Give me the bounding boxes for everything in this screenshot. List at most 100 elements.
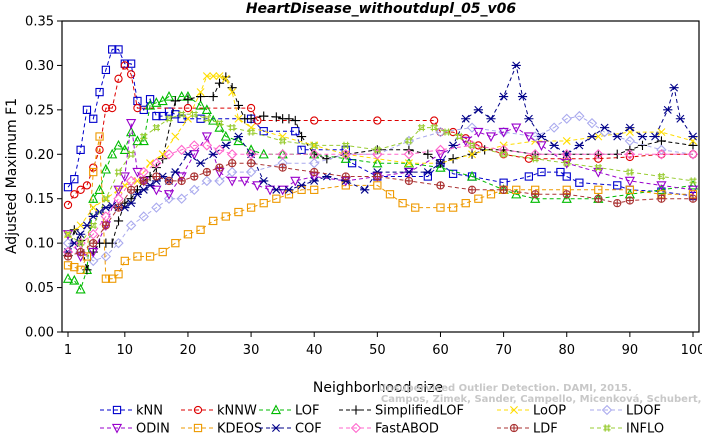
data-point bbox=[183, 94, 193, 104]
legend-label: SimplifiedLOF bbox=[375, 404, 464, 419]
data-point bbox=[190, 110, 198, 118]
data-point bbox=[310, 185, 319, 194]
series-line bbox=[67, 144, 693, 253]
legend-swatch-marker bbox=[351, 405, 361, 415]
data-point bbox=[75, 283, 86, 294]
data-point bbox=[259, 176, 269, 185]
data-point bbox=[423, 168, 433, 177]
data-point bbox=[296, 131, 307, 142]
data-point bbox=[511, 61, 521, 70]
data-point bbox=[574, 141, 584, 150]
legend-item-fastabod: FastABOD bbox=[339, 422, 439, 434]
legend-label: FastABOD bbox=[375, 422, 439, 434]
data-point bbox=[233, 132, 244, 141]
data-point bbox=[196, 88, 205, 97]
data-point bbox=[411, 203, 420, 212]
data-point bbox=[171, 132, 180, 141]
plot-frame bbox=[61, 20, 700, 333]
data-point bbox=[120, 256, 129, 266]
data-point bbox=[158, 150, 167, 159]
data-point bbox=[637, 140, 648, 150]
data-point bbox=[474, 194, 483, 203]
data-point bbox=[373, 146, 381, 154]
data-point bbox=[76, 265, 85, 274]
chart-title: HeartDisease_withoutdupl_05_v06 bbox=[246, 1, 517, 17]
data-point bbox=[403, 149, 415, 160]
data-point bbox=[64, 230, 72, 239]
data-point bbox=[183, 103, 193, 113]
data-point bbox=[436, 181, 445, 190]
data-point bbox=[158, 111, 167, 121]
data-point bbox=[125, 220, 137, 231]
data-point bbox=[178, 110, 186, 118]
data-point bbox=[63, 252, 73, 261]
data-point bbox=[145, 252, 155, 261]
data-point bbox=[435, 150, 446, 160]
data-point bbox=[227, 83, 237, 93]
data-point bbox=[183, 114, 192, 123]
legend-swatch-marker bbox=[350, 422, 362, 434]
data-point bbox=[404, 168, 414, 177]
legend-item-lof: LOF bbox=[259, 404, 320, 419]
data-point bbox=[467, 185, 477, 194]
data-point bbox=[448, 203, 458, 212]
legend-swatch-marker bbox=[271, 424, 281, 432]
data-point bbox=[531, 155, 539, 163]
data-point bbox=[119, 172, 130, 183]
legend-item-cof: COF bbox=[259, 422, 322, 434]
data-point bbox=[625, 196, 635, 205]
data-point bbox=[63, 200, 73, 210]
data-point bbox=[468, 141, 476, 149]
legend-item-ldof: LDOF bbox=[590, 404, 661, 419]
data-point bbox=[272, 194, 281, 203]
data-point bbox=[626, 168, 634, 176]
data-point bbox=[669, 83, 679, 92]
data-point bbox=[138, 166, 149, 178]
legend-item-simplifiedlof: SimplifiedLOF bbox=[339, 404, 464, 419]
data-point bbox=[417, 124, 426, 132]
data-point bbox=[209, 72, 218, 81]
data-point bbox=[537, 167, 546, 177]
data-point bbox=[297, 185, 306, 194]
data-point bbox=[594, 194, 603, 203]
y-tick-label: 0.35 bbox=[25, 15, 54, 30]
x-axis-title: Neighborhood size bbox=[313, 380, 443, 396]
data-point bbox=[70, 262, 79, 272]
data-point bbox=[215, 72, 224, 81]
data-point bbox=[461, 114, 471, 123]
data-point bbox=[221, 74, 230, 83]
data-point bbox=[209, 216, 218, 226]
data-point bbox=[139, 176, 148, 186]
data-point bbox=[95, 145, 104, 154]
data-point bbox=[360, 185, 370, 194]
data-point bbox=[500, 150, 508, 158]
data-point bbox=[114, 168, 123, 176]
data-point bbox=[675, 114, 685, 123]
data-point bbox=[114, 270, 123, 279]
data-point bbox=[201, 132, 212, 143]
data-point bbox=[398, 199, 407, 208]
legend-label: LoOP bbox=[533, 404, 566, 419]
data-point bbox=[152, 172, 161, 181]
data-point bbox=[202, 72, 211, 81]
data-point bbox=[404, 159, 413, 168]
x-tick-label: 40 bbox=[306, 343, 323, 358]
data-point bbox=[511, 123, 522, 134]
data-point bbox=[195, 99, 206, 110]
y-tick-label: 0.30 bbox=[25, 59, 54, 74]
legend-swatch-marker bbox=[510, 406, 518, 414]
data-point bbox=[430, 116, 439, 125]
data-point bbox=[101, 103, 111, 113]
data-point bbox=[404, 176, 414, 186]
data-point bbox=[561, 149, 572, 160]
data-point bbox=[101, 203, 111, 212]
data-point bbox=[625, 123, 635, 132]
data-point bbox=[373, 172, 382, 181]
data-point bbox=[114, 74, 123, 83]
data-point bbox=[372, 149, 383, 160]
data-point bbox=[466, 122, 478, 133]
legend-label: LDOF bbox=[626, 404, 661, 419]
data-point bbox=[214, 144, 225, 156]
y-axis-title: Adjusted Maximum F1 bbox=[4, 98, 20, 254]
data-point bbox=[309, 149, 320, 160]
